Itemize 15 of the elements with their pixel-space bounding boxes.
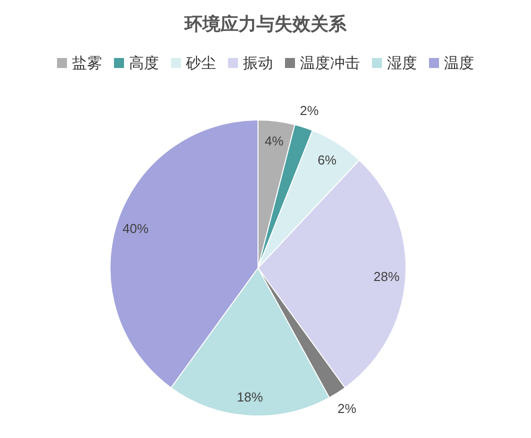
chart-title: 环境应力与失效关系	[184, 14, 348, 34]
legend-label: 振动	[243, 55, 273, 72]
data-label: 40%	[122, 221, 149, 236]
legend-label: 砂尘	[185, 55, 216, 72]
legend-label: 高度	[129, 55, 159, 72]
legend-label: 温度冲击	[300, 55, 360, 72]
legend-label: 湿度	[387, 55, 417, 72]
legend-label: 温度	[444, 55, 474, 72]
data-label: 28%	[373, 269, 400, 284]
data-label: 18%	[236, 390, 264, 405]
data-label: 4%	[264, 133, 284, 148]
data-label: 2%	[300, 103, 320, 118]
data-label: 6%	[318, 152, 337, 168]
legend-label: 盐雾	[72, 55, 102, 72]
data-label: 2%	[338, 401, 357, 416]
